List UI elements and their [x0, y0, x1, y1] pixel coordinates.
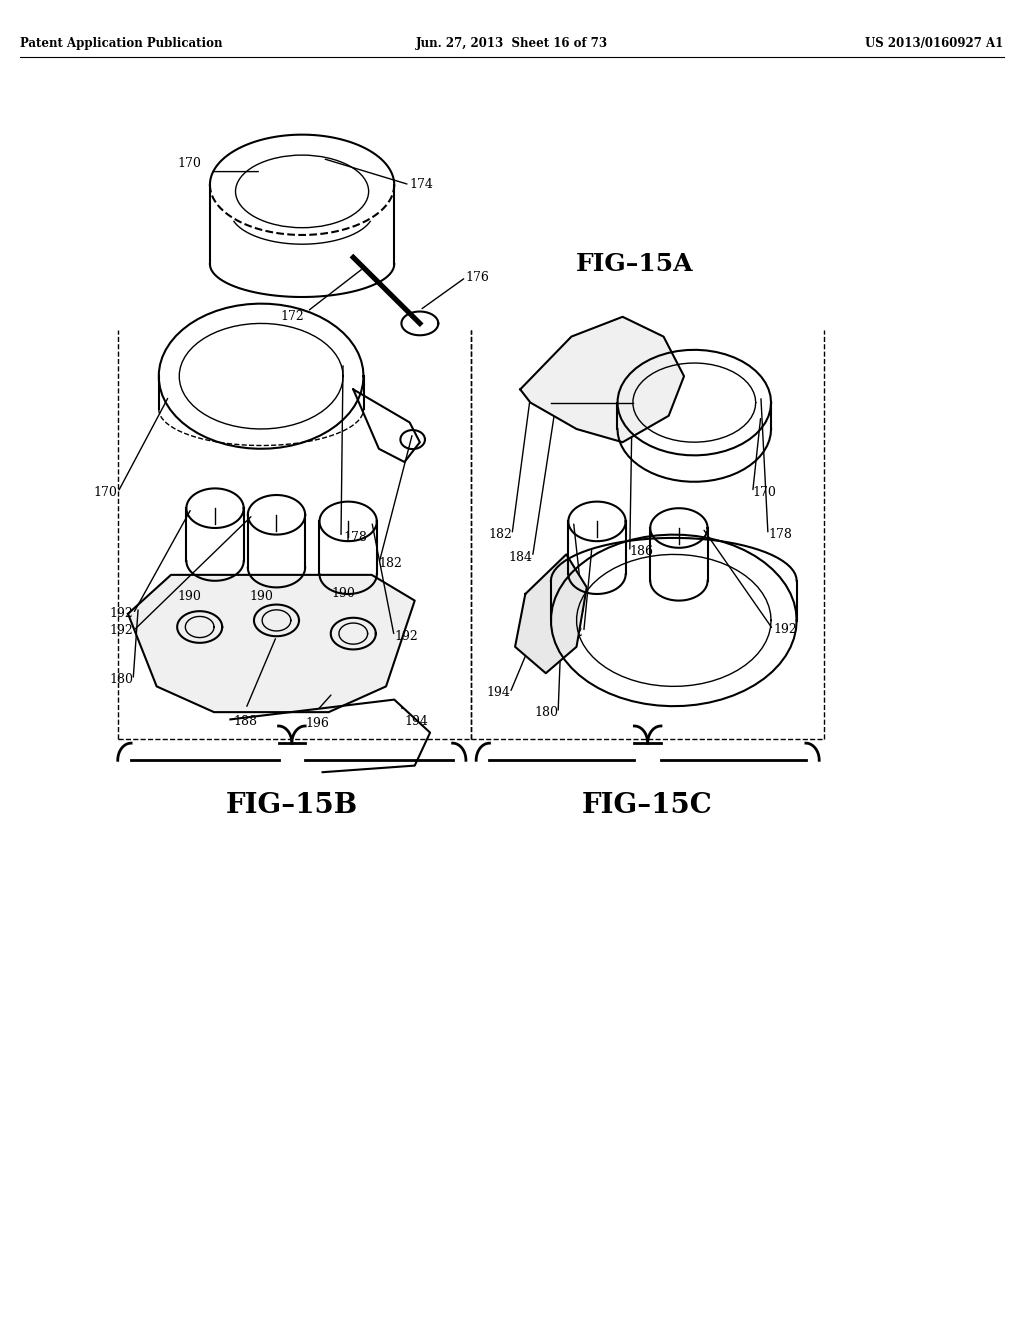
Text: FIG–15B: FIG–15B: [225, 792, 358, 818]
Text: 170: 170: [753, 486, 776, 499]
Text: 192: 192: [773, 623, 797, 636]
Polygon shape: [128, 576, 415, 713]
Polygon shape: [515, 554, 587, 673]
Text: 192: 192: [110, 624, 133, 638]
Text: 194: 194: [404, 715, 428, 729]
Text: 192: 192: [110, 607, 133, 620]
Text: 170: 170: [177, 157, 202, 170]
Text: 184: 184: [509, 550, 532, 564]
Text: 172: 172: [280, 310, 304, 323]
Text: 176: 176: [466, 271, 489, 284]
Text: 186: 186: [630, 545, 653, 558]
Text: FIG–15A: FIG–15A: [577, 252, 693, 276]
Text: 192: 192: [560, 626, 584, 639]
Text: 190: 190: [249, 590, 273, 603]
Text: 170: 170: [94, 486, 118, 499]
Text: 190: 190: [331, 587, 355, 601]
Text: 194: 194: [486, 686, 510, 700]
Text: 188: 188: [233, 715, 258, 729]
Text: 182: 182: [379, 557, 402, 570]
Text: US 2013/0160927 A1: US 2013/0160927 A1: [865, 37, 1004, 50]
Text: 190: 190: [177, 590, 202, 603]
Polygon shape: [520, 317, 684, 442]
Text: 182: 182: [488, 528, 512, 541]
Text: 178: 178: [343, 531, 367, 544]
Text: 180: 180: [110, 673, 133, 686]
Text: 192: 192: [560, 607, 584, 620]
Text: 192: 192: [394, 630, 418, 643]
Text: 174: 174: [410, 178, 433, 191]
Text: FIG–15C: FIG–15C: [582, 792, 713, 818]
Text: Patent Application Publication: Patent Application Publication: [20, 37, 223, 50]
Text: 180: 180: [535, 706, 558, 719]
Text: 196: 196: [305, 717, 330, 730]
Text: Jun. 27, 2013  Sheet 16 of 73: Jun. 27, 2013 Sheet 16 of 73: [416, 37, 608, 50]
Text: 178: 178: [768, 528, 792, 541]
